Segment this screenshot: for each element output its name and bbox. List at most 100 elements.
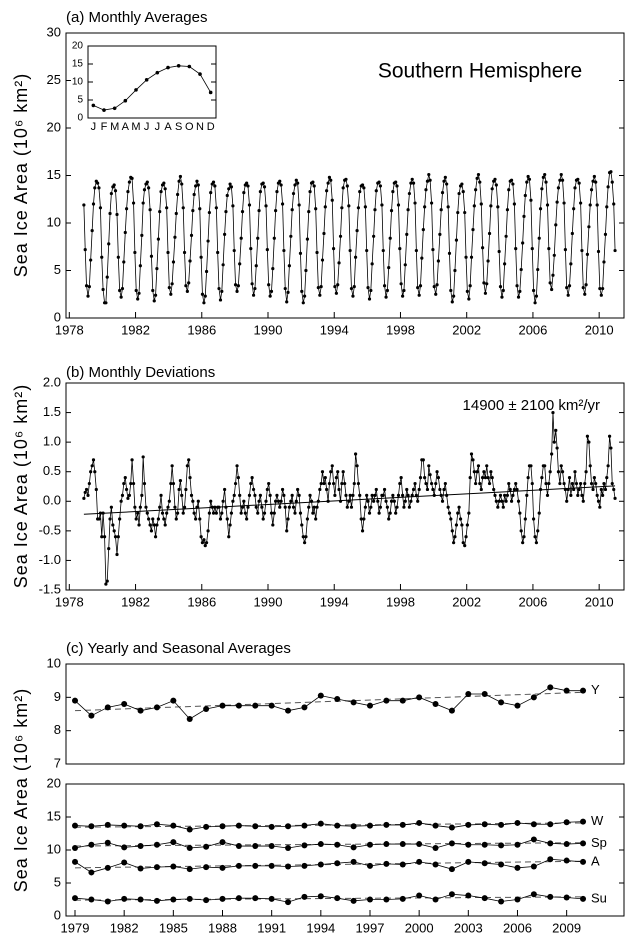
data-point: [580, 687, 587, 694]
data-point: [121, 701, 128, 707]
data-point: [563, 248, 567, 252]
data-point: [370, 493, 374, 497]
data-point: [337, 261, 341, 265]
data-point: [530, 836, 537, 843]
data-point: [438, 487, 442, 492]
data-point: [307, 505, 311, 509]
data-point: [195, 179, 199, 183]
data-point: [350, 699, 357, 706]
data-point: [402, 505, 406, 509]
data-point: [558, 481, 562, 486]
data-point: [494, 499, 498, 503]
data-point: [545, 493, 550, 497]
data-point: [170, 896, 177, 903]
data-point: [609, 446, 613, 450]
data-point: [261, 181, 265, 185]
data-point: [509, 499, 514, 503]
data-point: [112, 183, 116, 187]
data-point: [125, 207, 129, 211]
data-point: [449, 517, 453, 521]
data-point: [432, 822, 439, 829]
data-point: [463, 210, 467, 215]
data-point: [478, 180, 482, 184]
data-point: [588, 464, 592, 468]
data-point: [498, 842, 505, 849]
data-point: [300, 523, 304, 527]
data-point: [566, 293, 570, 297]
data-point: [228, 523, 232, 527]
data-point: [395, 505, 399, 509]
data-point: [127, 180, 132, 184]
y-tick-label: 10: [47, 841, 61, 856]
data-point: [598, 505, 602, 509]
data-point: [440, 499, 445, 503]
x-tick-label: 2002: [452, 322, 481, 337]
data-point: [307, 210, 311, 214]
data-point: [192, 511, 196, 515]
y-tick-label: 8: [54, 722, 61, 737]
data-point: [351, 493, 355, 497]
data-point: [204, 541, 209, 545]
data-point: [481, 691, 488, 697]
data-point: [219, 864, 226, 871]
x-tick-label: 1986: [187, 594, 216, 609]
data-point: [490, 476, 494, 480]
data-point: [360, 529, 365, 533]
data-point: [518, 289, 522, 293]
data-point: [501, 505, 505, 509]
data-point: [467, 297, 471, 301]
data-point: [100, 535, 104, 539]
data-point: [165, 511, 169, 515]
data-point: [497, 499, 501, 503]
data-point: [176, 64, 181, 68]
data-point: [352, 481, 356, 486]
data-point: [102, 108, 106, 112]
data-point: [126, 190, 130, 194]
data-point: [576, 493, 580, 497]
data-point: [579, 481, 583, 486]
data-point: [489, 470, 493, 474]
data-point: [395, 184, 399, 188]
data-point: [149, 254, 154, 258]
data-point: [358, 493, 362, 497]
data-point: [262, 511, 267, 515]
data-point: [367, 297, 372, 301]
data-point: [394, 511, 398, 515]
data-point: [301, 862, 308, 869]
data-point: [507, 481, 511, 486]
data-point: [250, 476, 254, 480]
data-point: [159, 493, 163, 497]
data-point: [289, 234, 293, 238]
trend-line: [75, 860, 584, 869]
data-point: [104, 704, 111, 711]
data-point: [187, 281, 191, 285]
data-point: [243, 511, 247, 515]
y-tick-label: 1.5: [43, 404, 61, 419]
x-tick-label: 1985: [159, 920, 188, 935]
y-tick-label: 0.5: [43, 463, 61, 478]
data-point: [563, 819, 570, 826]
data-point: [180, 493, 184, 497]
data-point: [153, 293, 158, 297]
data-point: [88, 823, 95, 830]
data-point: [399, 282, 403, 286]
data-point: [392, 499, 396, 503]
data-point: [606, 185, 610, 189]
data-point: [536, 529, 540, 533]
data-point: [147, 517, 151, 521]
data-point: [366, 286, 370, 290]
data-point: [231, 204, 235, 208]
data-point: [533, 301, 537, 305]
data-point: [228, 182, 232, 186]
x-tick-label: 2000: [405, 920, 434, 935]
data-point: [301, 822, 308, 829]
data-point: [142, 188, 147, 192]
data-point: [613, 496, 617, 500]
data-point: [282, 493, 286, 497]
data-point: [434, 292, 438, 296]
data-point: [345, 184, 349, 188]
x-tick-label: 1982: [121, 322, 150, 337]
data-point: [323, 205, 327, 209]
data-point: [274, 209, 278, 213]
data-point: [483, 476, 488, 480]
